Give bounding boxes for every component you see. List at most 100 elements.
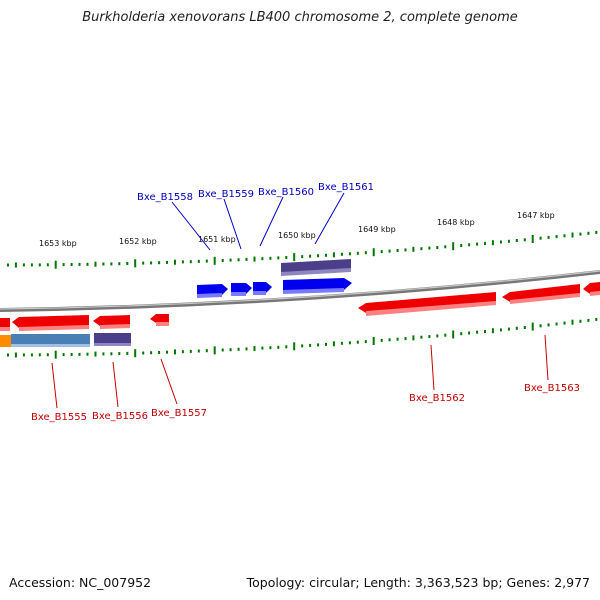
lower-scale-tick bbox=[372, 337, 375, 345]
lower-scale-tick bbox=[507, 327, 510, 331]
upper-scale-tick bbox=[142, 261, 145, 265]
lower-scale-tick bbox=[150, 351, 153, 355]
genome-backbone bbox=[0, 270, 600, 312]
upper-scale-tick bbox=[332, 252, 335, 258]
kbp-label: 1650 kbp bbox=[278, 231, 316, 240]
lower-scale-tick bbox=[277, 345, 280, 349]
upper-scale-tick bbox=[94, 261, 97, 267]
upper-scale-tick bbox=[340, 252, 343, 256]
upper-scale-tick bbox=[134, 259, 137, 268]
upper-scale-tick bbox=[174, 259, 176, 265]
upper-scale-tick bbox=[102, 262, 105, 266]
lower-scale-tick bbox=[197, 349, 200, 353]
lower-scale-tick bbox=[380, 338, 383, 342]
lower-scale-tick bbox=[38, 353, 41, 357]
gene-bxe-b1555[interactable] bbox=[12, 315, 89, 331]
gene-bxe-b1555-left-fragment[interactable] bbox=[0, 318, 10, 331]
gene-bxe-b1558[interactable] bbox=[197, 284, 228, 298]
upper-scale-tick bbox=[364, 251, 367, 255]
upper-scale-tick bbox=[356, 251, 359, 255]
lower-scale-tick bbox=[460, 332, 463, 336]
lower-scale-tick bbox=[523, 326, 526, 329]
lower-scale-tick bbox=[166, 350, 168, 354]
gene-bxe-b1560[interactable] bbox=[253, 282, 272, 295]
gene-bxe-b1559[interactable] bbox=[231, 283, 252, 296]
upper-scale-tick bbox=[507, 239, 510, 243]
upper-scale-tick bbox=[54, 260, 57, 269]
gene-label-bxe-b1562: Bxe_B1562 bbox=[409, 393, 465, 404]
upper-scale-tick bbox=[150, 261, 153, 265]
gene-label-bxe-b1555: Bxe_B1555 bbox=[31, 412, 87, 423]
upper-scale-tick bbox=[110, 262, 113, 266]
lower-scale-tick bbox=[102, 352, 105, 356]
lower-scale-tick bbox=[118, 352, 121, 356]
lower-scale-tick bbox=[70, 353, 73, 356]
lower-scale-tick bbox=[30, 353, 33, 357]
upper-scale-tick bbox=[444, 245, 447, 249]
lower-scale-tick bbox=[332, 341, 335, 347]
lower-scale-tick bbox=[595, 317, 598, 321]
lower-scale-tick bbox=[468, 331, 471, 335]
upper-scale-tick bbox=[460, 244, 463, 247]
lower-scale-tick bbox=[7, 353, 9, 357]
lower-scale-tick bbox=[404, 337, 407, 341]
lower-scale-tick bbox=[174, 349, 176, 355]
upper-scale-tick bbox=[428, 246, 431, 250]
lower-scale-tick bbox=[205, 349, 208, 353]
lower-scale-tick bbox=[293, 342, 296, 351]
upper-scale-tick bbox=[70, 263, 73, 266]
lower-scale-tick bbox=[515, 326, 518, 330]
upper-scale-tick bbox=[499, 240, 502, 244]
gene-bxe-b1556[interactable] bbox=[93, 315, 130, 329]
gene-label-bxe-b1556: Bxe_B1556 bbox=[92, 411, 148, 422]
upper-scale-tick bbox=[285, 256, 288, 259]
gene-bxe-b1561[interactable] bbox=[283, 278, 352, 294]
lower-scale-tick bbox=[309, 343, 312, 347]
lower-tick-track bbox=[7, 317, 598, 359]
lower-scale-tick bbox=[158, 351, 161, 354]
reverse-feature-purple[interactable] bbox=[94, 333, 131, 346]
gene-bxe-b1557[interactable] bbox=[150, 314, 169, 326]
gene-bxe-b1563[interactable] bbox=[502, 284, 580, 304]
topology-text: Topology: circular; Length: 3,363,523 bp… bbox=[246, 575, 590, 590]
lower-scale-tick bbox=[285, 345, 288, 349]
lower-scale-tick bbox=[364, 340, 367, 344]
gene-right-edge-fragment[interactable] bbox=[583, 282, 600, 296]
upper-scale-tick bbox=[436, 246, 439, 249]
upper-scale-tick bbox=[181, 260, 184, 264]
upper-scale-tick bbox=[22, 263, 25, 267]
lower-scale-tick bbox=[396, 337, 399, 341]
lower-scale-tick bbox=[491, 328, 494, 334]
upper-scale-tick bbox=[221, 259, 224, 262]
gene-bxe-b1562[interactable] bbox=[358, 292, 496, 316]
upper-scale-tick bbox=[229, 258, 232, 262]
lower-scale-tick bbox=[261, 346, 264, 350]
upper-scale-tick bbox=[388, 249, 391, 253]
upper-scale-tick bbox=[412, 246, 415, 252]
upper-scale-tick bbox=[118, 262, 121, 266]
upper-scale-tick bbox=[269, 256, 272, 260]
lower-scale-tick bbox=[571, 319, 574, 325]
lower-scale-tick bbox=[412, 335, 415, 341]
forward-feature-bar[interactable] bbox=[281, 259, 351, 276]
upper-scale-tick bbox=[38, 263, 41, 267]
lower-scale-tick bbox=[86, 352, 89, 356]
upper-scale-tick bbox=[539, 236, 542, 240]
upper-scale-tick bbox=[468, 243, 471, 247]
lower-scale-tick bbox=[436, 334, 439, 338]
reverse-feature-blue[interactable] bbox=[11, 334, 90, 347]
upper-scale-tick bbox=[476, 242, 479, 246]
upper-scale-tick bbox=[317, 254, 320, 258]
upper-scale-tick bbox=[396, 249, 399, 252]
upper-scale-tick bbox=[484, 241, 486, 245]
upper-scale-tick bbox=[547, 235, 550, 239]
forward-label-leaders bbox=[171, 192, 345, 251]
lower-scale-tick bbox=[110, 352, 113, 356]
gene-label-bxe-b1563: Bxe_B1563 bbox=[524, 383, 580, 394]
lower-scale-tick bbox=[78, 352, 81, 356]
kbp-label: 1651 kbp bbox=[198, 235, 236, 244]
reverse-feature-orange[interactable] bbox=[0, 335, 11, 347]
lower-scale-tick bbox=[348, 341, 351, 345]
kbp-label: 1653 kbp bbox=[39, 239, 77, 248]
